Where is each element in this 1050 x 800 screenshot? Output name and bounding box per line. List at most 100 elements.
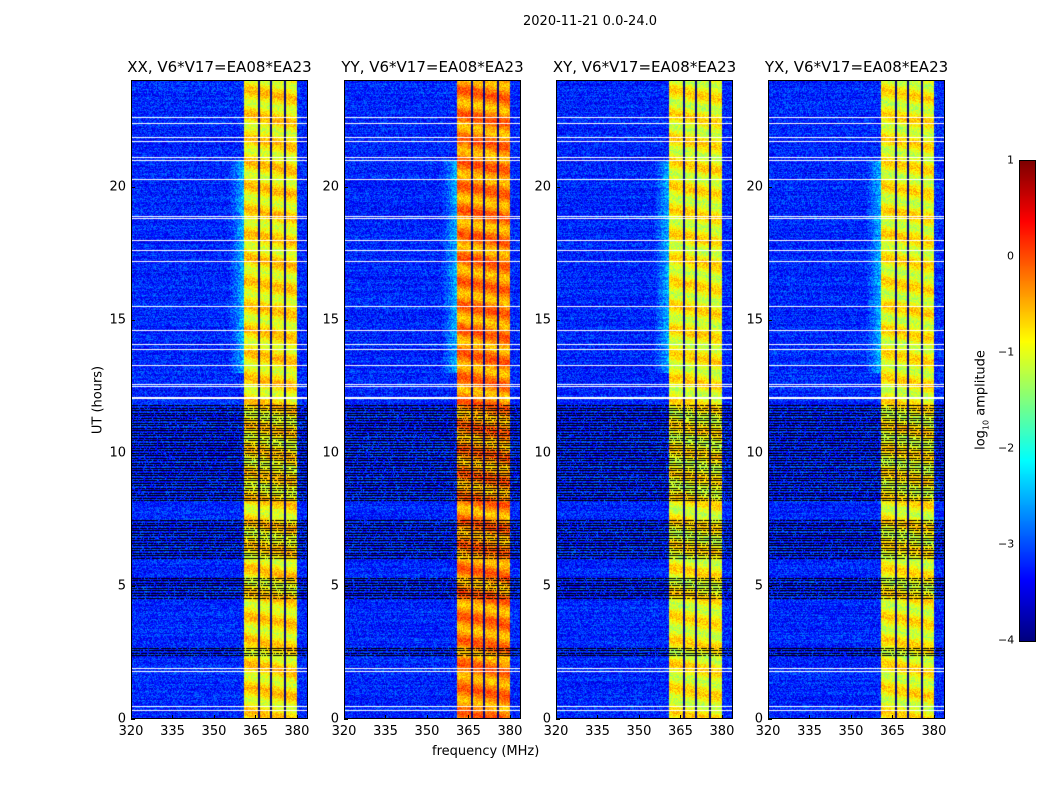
y-tick <box>344 452 348 454</box>
panel-1: YY, V6*V17=EA08*EA23 320 335 350 365 380 0 5 10 1… <box>322 58 523 739</box>
y-tick-label: 10 <box>534 445 551 461</box>
panel-title: YY, V6*V17=EA08*EA23 <box>341 58 524 76</box>
y-tick <box>131 186 135 188</box>
y-tick <box>768 319 772 321</box>
y-tick-label: 15 <box>109 312 126 328</box>
x-tick-label: 380 <box>921 724 947 739</box>
x-tick <box>809 715 811 719</box>
y-tick-label: 20 <box>109 179 126 194</box>
x-tick-label: 335 <box>373 724 398 739</box>
colorbar-tick-label: 0 <box>1007 249 1014 263</box>
y-tick-label: 10 <box>322 445 339 461</box>
x-tick <box>933 715 935 719</box>
x-tick <box>721 715 723 719</box>
y-tick <box>768 452 772 454</box>
y-tick <box>556 452 560 454</box>
x-tick-label: 335 <box>585 724 610 739</box>
y-tick-label: 0 <box>330 711 339 727</box>
panel-title: XY, V6*V17=EA08*EA23 <box>552 58 737 76</box>
y-tick <box>556 186 560 188</box>
y-tick-label: 5 <box>754 578 763 594</box>
x-tick-label: 350 <box>626 724 652 739</box>
x-tick-label: 320 <box>331 724 357 739</box>
y-tick-label: 20 <box>322 179 339 194</box>
y-tick-label: 5 <box>542 578 551 594</box>
y-tick-label: 10 <box>109 445 126 461</box>
x-tick-label: 350 <box>838 724 864 739</box>
x-tick-label: 350 <box>201 724 227 739</box>
x-tick-label: 365 <box>880 724 905 739</box>
heatmap <box>344 80 521 719</box>
x-tick <box>509 715 511 719</box>
x-tick-label: 365 <box>243 724 268 739</box>
y-tick-label: 0 <box>117 711 126 727</box>
colorbar-tick-label: −2 <box>998 441 1015 455</box>
x-tick <box>131 715 132 719</box>
heatmap <box>131 80 308 719</box>
y-tick-label: 20 <box>534 179 551 194</box>
x-tick <box>850 715 852 719</box>
y-tick-label: 0 <box>542 711 551 727</box>
x-tick <box>556 715 557 719</box>
x-tick <box>172 715 174 719</box>
y-tick <box>131 719 135 720</box>
colorbar-label-sub: 10 <box>981 419 991 431</box>
panel-0: XX, V6*V17=EA08*EA23 320 335 350 365 380 0 5 10 1… <box>109 58 311 739</box>
x-tick-label: 365 <box>456 724 481 739</box>
y-tick-label: 5 <box>330 578 339 594</box>
y-tick <box>344 585 348 587</box>
x-tick <box>468 715 470 719</box>
colorbar-label-log: log <box>973 430 989 450</box>
figure-title: 2020-11-21 0.0-24.0 <box>523 14 657 29</box>
y-tick <box>556 719 560 720</box>
y-tick-label: 15 <box>746 312 763 328</box>
y-tick-label: 15 <box>534 312 551 328</box>
y-tick <box>556 319 560 321</box>
x-tick <box>892 715 894 719</box>
x-tick <box>597 715 599 719</box>
y-tick <box>768 186 772 188</box>
x-tick-label: 380 <box>284 724 310 739</box>
panel-2: XY, V6*V17=EA08*EA23 320 335 350 365 380 0 5 10 1… <box>534 58 736 739</box>
heatmap <box>768 80 945 719</box>
y-tick <box>131 452 135 454</box>
x-tick <box>296 715 298 719</box>
x-tick <box>255 715 257 719</box>
y-tick-label: 10 <box>746 445 763 461</box>
x-tick-label: 335 <box>160 724 185 739</box>
y-tick <box>768 719 772 720</box>
x-tick <box>213 715 215 719</box>
x-tick-label: 350 <box>414 724 440 739</box>
x-tick <box>680 715 682 719</box>
y-tick <box>344 319 348 321</box>
y-tick-label: 20 <box>746 179 763 194</box>
y-tick-label: 0 <box>754 711 763 727</box>
x-tick-label: 365 <box>668 724 693 739</box>
colorbar-label-rest: amplitude <box>973 350 989 420</box>
panel-3: YX, V6*V17=EA08*EA23 320 335 350 365 380 0 5 10 1… <box>746 58 948 739</box>
x-tick-label: 335 <box>797 724 822 739</box>
y-tick <box>131 585 135 587</box>
y-tick <box>768 585 772 587</box>
colorbar-tick-label: −1 <box>998 345 1015 359</box>
x-tick-label: 380 <box>709 724 735 739</box>
x-tick-label: 320 <box>755 724 781 739</box>
panel-title: YX, V6*V17=EA08*EA23 <box>764 58 949 76</box>
x-tick-label: 380 <box>497 724 523 739</box>
heatmap <box>556 80 733 719</box>
x-tick <box>426 715 428 719</box>
y-tick <box>344 719 348 720</box>
colorbar-tick-label: −3 <box>998 537 1015 551</box>
x-tick <box>638 715 640 719</box>
y-tick-label: 5 <box>117 578 126 594</box>
x-tick <box>768 715 769 719</box>
x-tick-label: 320 <box>543 724 569 739</box>
x-tick <box>385 715 387 719</box>
y-tick <box>131 319 135 321</box>
colorbar-tick-label: 1 <box>1007 153 1014 167</box>
x-axis-label: frequency (MHz) <box>432 744 540 759</box>
x-tick <box>344 715 345 719</box>
colorbar <box>1019 160 1036 642</box>
y-tick <box>344 186 348 188</box>
